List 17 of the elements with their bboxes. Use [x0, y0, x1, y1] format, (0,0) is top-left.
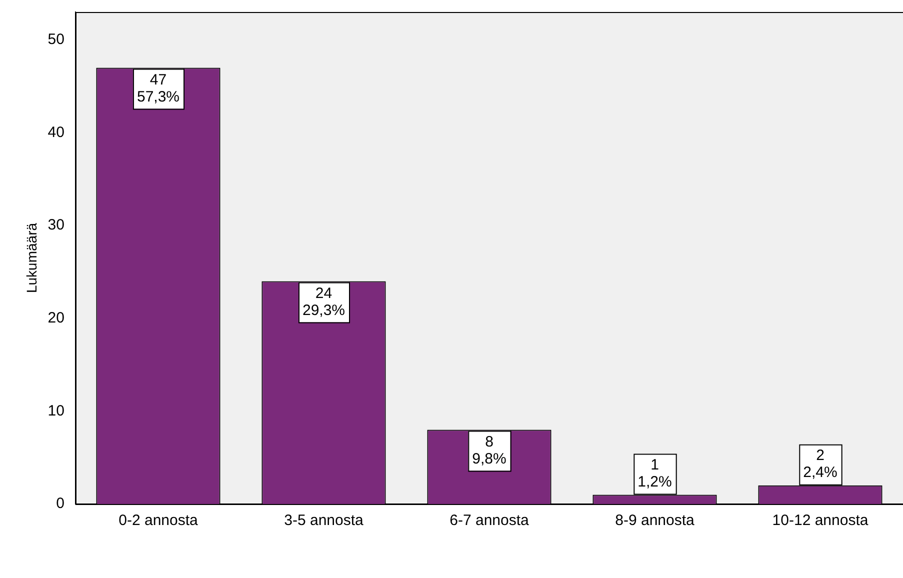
y-axis-title: Lukumäärä: [23, 222, 40, 294]
data-label: 2 2,4%: [803, 447, 838, 482]
data-label: 24 29,3%: [302, 284, 346, 319]
data-label: 8 9,8%: [472, 433, 506, 468]
data-label: 47 57,3%: [136, 71, 180, 106]
y-tick-label: 40: [48, 124, 64, 141]
y-tick-label: 0: [56, 495, 64, 512]
x-tick-label: 3-5 annosta: [284, 512, 364, 530]
y-tick-label: 20: [48, 309, 64, 326]
x-tick-label: 8-9 annosta: [615, 512, 696, 530]
x-tick-label: 10-12 annosta: [772, 512, 869, 530]
y-tick-label: 50: [48, 30, 64, 48]
y-tick-label: 30: [48, 216, 64, 234]
y-tick-label: 10: [48, 402, 64, 420]
x-tick-label: 6-7 annosta: [450, 512, 530, 530]
x-tick-label: 0-2 annosta: [118, 512, 199, 530]
data-label: 1 1,2%: [638, 456, 672, 490]
